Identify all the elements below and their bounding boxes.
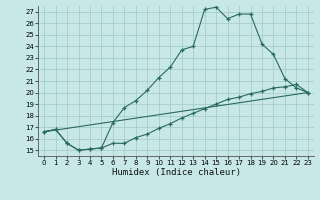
X-axis label: Humidex (Indice chaleur): Humidex (Indice chaleur) <box>111 168 241 177</box>
